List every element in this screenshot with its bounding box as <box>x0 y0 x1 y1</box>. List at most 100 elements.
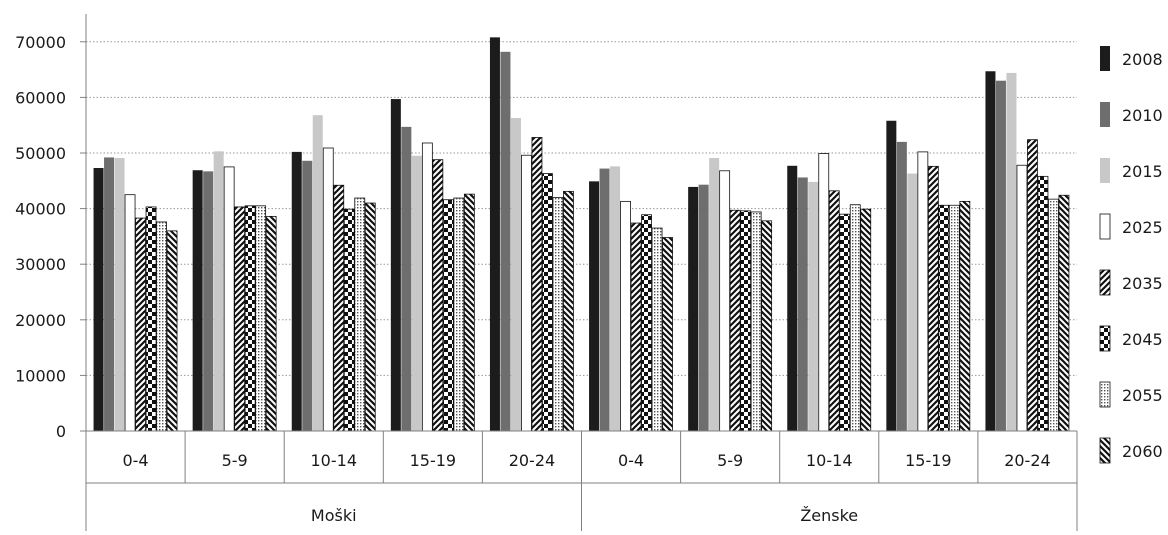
bar-2035-0 <box>135 217 146 432</box>
bar-2055-9 <box>1048 198 1059 432</box>
bar-2045-3 <box>442 199 454 432</box>
y-tick-label: 10000 <box>15 366 66 385</box>
x-tick-label: 10-14 <box>311 451 358 470</box>
legend-swatch-2025 <box>1099 213 1111 240</box>
bar-2025-2 <box>322 147 334 432</box>
legend-swatch-2035 <box>1099 269 1111 296</box>
bar-2010-3 <box>401 126 412 432</box>
bar-2008-4 <box>489 37 500 432</box>
bar-2025-1 <box>223 166 235 432</box>
bar-2015-3 <box>411 155 422 431</box>
bar-2025-8 <box>917 151 929 432</box>
bar-2015-4 <box>510 117 521 432</box>
y-tick-label: 70000 <box>15 33 66 52</box>
bar-2060-8 <box>959 200 971 432</box>
legend-label: 2008 <box>1122 50 1163 69</box>
x-tick-label: 5-9 <box>717 451 743 470</box>
x-tick-label: 0-4 <box>122 451 148 470</box>
y-tick-label: 50000 <box>15 144 66 163</box>
legend-swatch-2010 <box>1100 102 1110 127</box>
bar-2045-6 <box>740 210 752 432</box>
bar-2008-7 <box>787 165 798 431</box>
bar-2010-1 <box>203 171 214 431</box>
bar-2035-8 <box>927 165 939 432</box>
bar-2055-7 <box>849 204 861 432</box>
bar-2015-9 <box>1006 72 1017 431</box>
bar-2055-8 <box>948 204 960 432</box>
bar-2015-1 <box>213 151 224 431</box>
bar-2025-7 <box>818 153 830 432</box>
bar-2035-4 <box>531 137 543 432</box>
y-tick-label: 60000 <box>15 88 66 107</box>
bar-2060-1 <box>265 215 277 432</box>
bar-2015-6 <box>709 158 720 431</box>
bar-2045-9 <box>1037 175 1049 432</box>
bar-2025-4 <box>521 154 532 432</box>
bar-2060-4 <box>563 190 574 432</box>
x-tick-label: 10-14 <box>806 451 853 470</box>
bar-2035-3 <box>432 159 444 432</box>
bar-2025-3 <box>421 142 433 432</box>
legend-label: 2015 <box>1122 162 1163 181</box>
bar-2045-8 <box>938 204 950 432</box>
bar-2060-9 <box>1058 194 1070 432</box>
group-label: Moški <box>311 506 357 525</box>
x-tick-label: 15-19 <box>905 451 952 470</box>
bar-2055-1 <box>255 205 267 432</box>
bar-2045-7 <box>839 213 851 432</box>
y-tick-label: 0 <box>56 422 66 441</box>
bar-2055-4 <box>552 197 564 432</box>
bar-2060-2 <box>364 202 376 432</box>
bar-2035-1 <box>234 206 246 432</box>
bar-2008-6 <box>688 186 699 431</box>
bar-2055-3 <box>453 197 465 432</box>
x-tick-label: 0-4 <box>618 451 644 470</box>
legend-label: 2025 <box>1122 218 1163 237</box>
bar-2045-1 <box>244 205 256 432</box>
bar-2035-5 <box>630 222 642 432</box>
bars <box>93 37 1070 432</box>
bar-2008-9 <box>985 71 996 431</box>
x-tick-label: 20-24 <box>509 451 556 470</box>
bar-2008-8 <box>886 120 897 431</box>
bar-2015-8 <box>907 173 918 431</box>
axes: 0 10000 20000 30000 40000 50000 60000 70000 0-4 5… <box>15 14 1078 531</box>
bar-2045-5 <box>641 214 652 432</box>
bar-2035-9 <box>1027 139 1038 432</box>
legend: 2008 2010 2015 2025 2035 2045 2055 2060 <box>1099 46 1163 464</box>
bar-2045-2 <box>343 208 355 432</box>
legend-label: 2010 <box>1122 106 1163 125</box>
bar-2010-5 <box>599 168 610 431</box>
legend-swatch-2045 <box>1099 325 1111 352</box>
legend-swatch-2060 <box>1099 437 1111 464</box>
bar-2010-6 <box>698 184 709 431</box>
legend-swatch-2015 <box>1100 158 1110 183</box>
bar-2025-9 <box>1016 164 1028 432</box>
y-tick-label: 20000 <box>15 311 66 330</box>
bar-2060-0 <box>166 230 178 432</box>
bar-2045-0 <box>145 206 157 432</box>
y-tick-label: 30000 <box>15 255 66 274</box>
bar-2008-1 <box>192 170 203 431</box>
legend-label: 2045 <box>1122 330 1163 349</box>
bar-2008-2 <box>291 151 302 431</box>
bar-2055-0 <box>156 221 167 432</box>
bar-2035-6 <box>729 209 741 432</box>
bar-2010-0 <box>104 157 115 431</box>
bar-2055-2 <box>354 197 366 432</box>
x-tick-label: 20-24 <box>1004 451 1051 470</box>
bar-2008-0 <box>93 168 104 431</box>
legend-label: 2035 <box>1122 274 1163 293</box>
bar-2055-6 <box>750 211 762 432</box>
bar-2025-6 <box>719 170 731 432</box>
bar-2015-2 <box>312 115 323 431</box>
legend-label: 2060 <box>1122 442 1163 461</box>
bar-2010-8 <box>896 141 907 431</box>
bar-2045-4 <box>542 173 553 432</box>
bar-2010-9 <box>995 80 1006 431</box>
bar-2035-2 <box>333 184 345 432</box>
bar-2055-5 <box>651 227 663 432</box>
group-label: Ženske <box>800 506 858 525</box>
